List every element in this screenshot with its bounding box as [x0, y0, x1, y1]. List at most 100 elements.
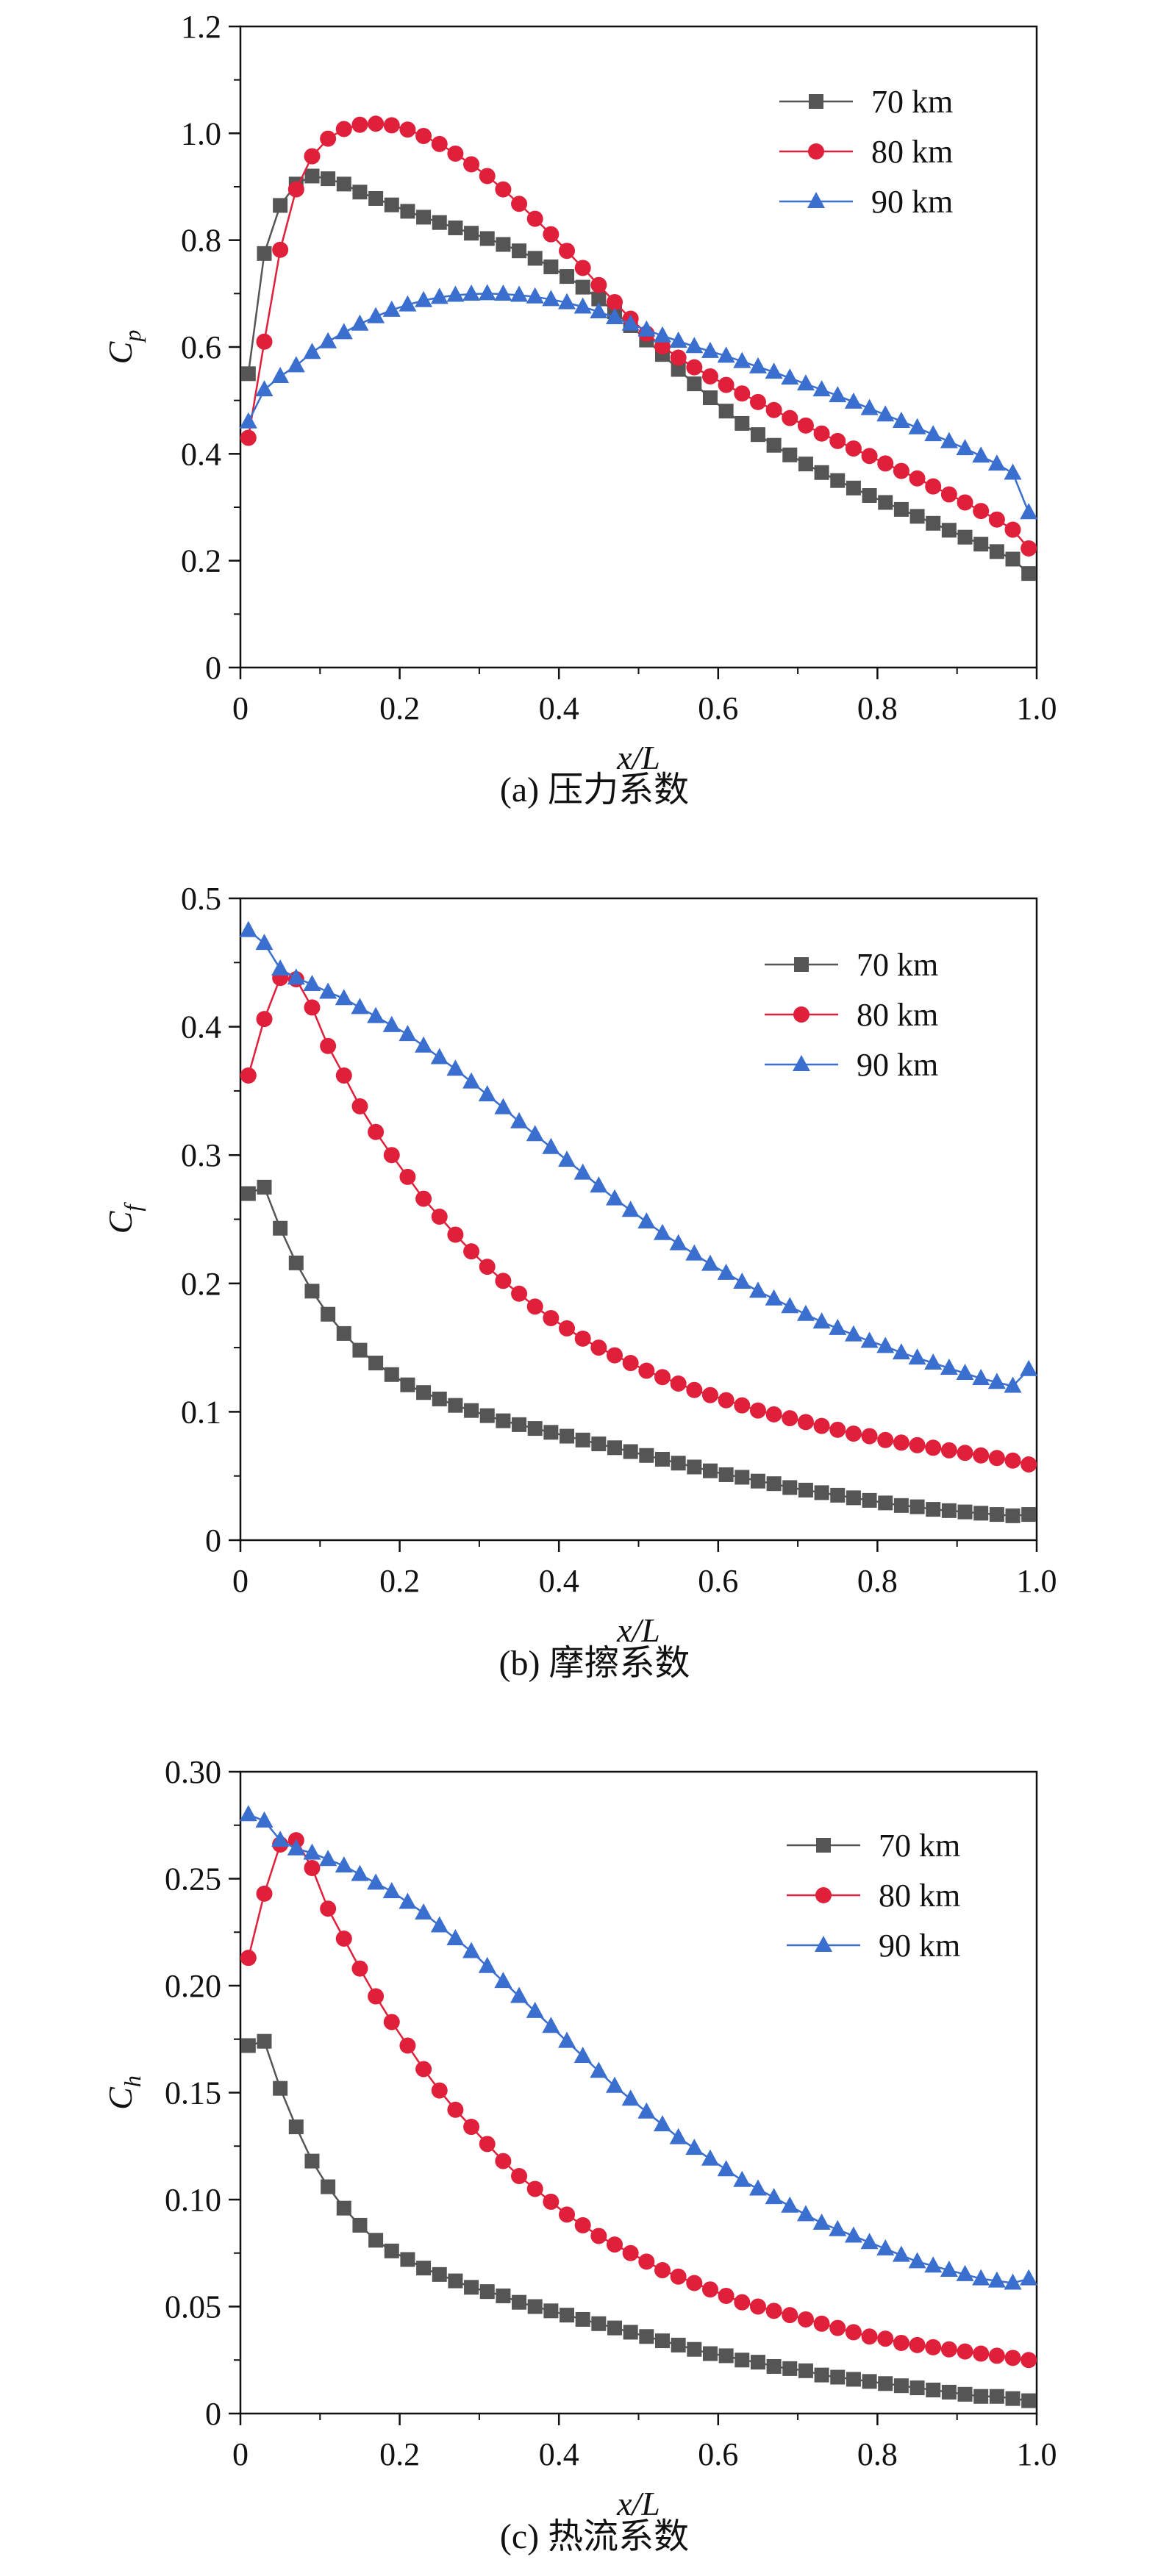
x-tick-label: 0.2	[379, 1563, 420, 1599]
data-point	[622, 2244, 639, 2261]
data-point	[1021, 2352, 1037, 2369]
data-point	[654, 1369, 671, 1386]
data-point	[494, 1098, 512, 1115]
data-point	[718, 1467, 734, 1482]
data-point	[846, 1490, 861, 1506]
data-point	[321, 1306, 336, 1322]
data-point	[400, 1377, 415, 1392]
data-point	[590, 1176, 608, 1193]
data-point	[527, 1421, 543, 1437]
data-point	[398, 295, 417, 312]
data-point	[989, 1507, 1004, 1523]
data-point	[813, 2315, 830, 2332]
y-tick-label: 0.8	[181, 223, 221, 259]
data-point	[543, 260, 559, 274]
data-point	[336, 176, 351, 192]
data-point	[812, 380, 831, 397]
x-tick-label: 0.4	[539, 1563, 579, 1599]
data-point	[734, 1397, 751, 1414]
data-point	[798, 1482, 813, 1498]
x-tick-label: 0.6	[698, 1563, 738, 1599]
y-tick-label: 1.2	[181, 9, 221, 45]
data-point	[702, 390, 718, 406]
data-point	[956, 1364, 974, 1381]
data-point	[782, 2361, 798, 2376]
legend-marker	[808, 143, 824, 160]
data-point	[1004, 463, 1022, 480]
data-point	[765, 401, 782, 418]
legend-label: 90 km	[871, 184, 953, 220]
data-point	[957, 2343, 973, 2360]
data-point	[718, 404, 734, 419]
data-point	[782, 1480, 798, 1495]
data-point	[1020, 503, 1038, 520]
data-point	[319, 332, 337, 348]
data-point	[382, 1881, 401, 1898]
data-point	[956, 439, 974, 456]
data-point	[400, 2252, 415, 2267]
y-axis-title-main: C	[101, 1210, 139, 1234]
data-point	[621, 2089, 640, 2106]
data-point	[637, 2102, 656, 2119]
data-point	[924, 1353, 943, 1370]
data-point	[432, 215, 447, 230]
data-point	[542, 1137, 560, 1154]
chart-panel-2: 0 0.2 0.4 0.6 0.8 1.0 0 0.1 0.2 0.3 0.4 0.5 x/L Cf 70 …	[101, 881, 1057, 1683]
y-tick-label: 0.05	[165, 2289, 221, 2325]
data-point	[829, 1421, 846, 1438]
data-point	[845, 1425, 862, 1442]
data-point	[304, 999, 321, 1016]
data-point	[1021, 1456, 1037, 1473]
data-point	[829, 386, 847, 403]
data-point	[463, 156, 480, 173]
data-point	[526, 2180, 543, 2197]
data-point	[893, 2334, 909, 2351]
data-point	[622, 1355, 639, 1372]
data-point	[878, 2376, 893, 2391]
data-point	[319, 982, 337, 999]
y-axis-title-subscript: h	[119, 2075, 146, 2087]
data-point	[973, 1506, 989, 1521]
data-point	[607, 2320, 623, 2336]
data-point	[623, 2325, 638, 2340]
data-point	[701, 2281, 718, 2298]
data-point	[1021, 1507, 1037, 1523]
x-tick-label: 1.0	[1017, 690, 1057, 726]
data-point	[351, 1098, 368, 1115]
data-point	[973, 537, 989, 552]
data-point	[814, 2367, 829, 2383]
data-point	[733, 351, 751, 368]
data-point	[495, 181, 512, 198]
data-point	[384, 1367, 399, 1382]
data-point	[861, 2328, 878, 2345]
data-point	[351, 998, 369, 1015]
legend-label: 70 km	[871, 84, 953, 120]
data-point	[368, 1123, 385, 1140]
data-point	[352, 185, 368, 200]
data-point	[909, 1499, 925, 1514]
series-90-km	[239, 1805, 1038, 2290]
data-point	[495, 2153, 512, 2169]
data-point	[430, 287, 448, 304]
data-point	[446, 1928, 465, 1945]
data-point	[573, 2047, 592, 2064]
data-point	[957, 2386, 973, 2402]
data-point	[653, 2115, 671, 2132]
data-point	[478, 1956, 496, 1973]
data-point	[830, 473, 846, 488]
data-point	[940, 432, 958, 448]
data-point	[512, 243, 527, 259]
data-point	[398, 1025, 417, 1042]
data-point	[909, 2336, 926, 2353]
data-point	[384, 197, 399, 212]
series-70-km	[240, 1179, 1037, 1523]
data-point	[239, 920, 257, 937]
data-point	[876, 2239, 895, 2255]
data-point	[748, 1281, 767, 1298]
legend-label: 80 km	[857, 997, 938, 1033]
data-point	[908, 2252, 926, 2269]
data-point	[512, 2294, 527, 2310]
data-point	[1021, 2393, 1037, 2408]
data-point	[511, 1285, 528, 1302]
data-point	[575, 279, 590, 295]
